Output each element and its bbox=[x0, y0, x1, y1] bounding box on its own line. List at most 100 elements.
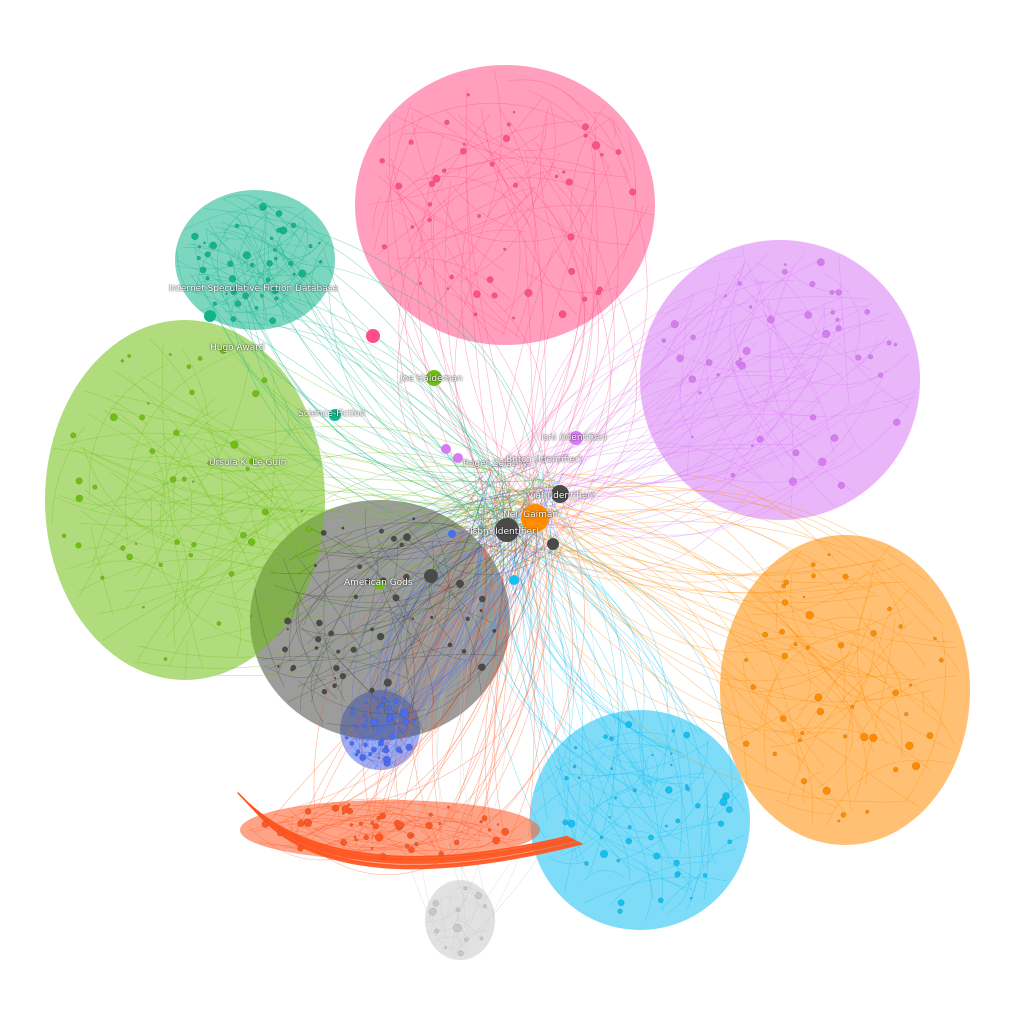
graph-node[interactable] bbox=[653, 852, 661, 860]
graph-node[interactable] bbox=[340, 839, 347, 846]
graph-node[interactable] bbox=[269, 236, 274, 241]
graph-node[interactable] bbox=[266, 260, 273, 267]
hub-node[interactable] bbox=[495, 518, 519, 542]
graph-node[interactable] bbox=[139, 414, 146, 421]
graph-node[interactable] bbox=[783, 263, 787, 266]
graph-node[interactable] bbox=[840, 812, 846, 818]
graph-node[interactable] bbox=[781, 583, 787, 589]
graph-node[interactable] bbox=[345, 736, 349, 740]
graph-node[interactable] bbox=[356, 749, 361, 754]
graph-node[interactable] bbox=[300, 509, 304, 513]
graph-node[interactable] bbox=[479, 608, 483, 613]
graph-node[interactable] bbox=[245, 466, 250, 471]
graph-node[interactable] bbox=[893, 766, 899, 773]
graph-node[interactable] bbox=[802, 595, 806, 599]
graph-node[interactable] bbox=[591, 141, 601, 150]
graph-node[interactable] bbox=[425, 821, 433, 830]
graph-node[interactable] bbox=[412, 517, 416, 521]
graph-node[interactable] bbox=[691, 435, 694, 439]
graph-node[interactable] bbox=[442, 168, 447, 173]
graph-node[interactable] bbox=[705, 359, 713, 366]
graph-node[interactable] bbox=[347, 803, 351, 807]
graph-node[interactable] bbox=[806, 645, 810, 650]
graph-node[interactable] bbox=[730, 472, 736, 478]
graph-node[interactable] bbox=[886, 340, 892, 346]
graph-node[interactable] bbox=[418, 281, 422, 285]
graph-node[interactable] bbox=[816, 707, 825, 716]
graph-node[interactable] bbox=[350, 646, 357, 653]
graph-node[interactable] bbox=[331, 804, 340, 812]
graph-node[interactable] bbox=[252, 390, 260, 398]
graph-node[interactable] bbox=[372, 823, 380, 830]
graph-node[interactable] bbox=[390, 535, 398, 542]
graph-node[interactable] bbox=[811, 573, 816, 579]
graph-node[interactable] bbox=[717, 820, 725, 827]
graph-node[interactable] bbox=[477, 214, 481, 218]
graph-node[interactable] bbox=[387, 715, 393, 721]
graph-node[interactable] bbox=[486, 276, 494, 283]
graph-node[interactable] bbox=[363, 834, 370, 841]
graph-node[interactable] bbox=[315, 636, 322, 643]
graph-node[interactable] bbox=[792, 449, 800, 457]
graph-node[interactable] bbox=[793, 642, 798, 647]
graph-node[interactable] bbox=[204, 251, 211, 258]
graph-node[interactable] bbox=[756, 435, 764, 443]
graph-node[interactable] bbox=[675, 818, 681, 824]
graph-node[interactable] bbox=[573, 746, 578, 750]
graph-node[interactable] bbox=[783, 579, 790, 586]
graph-node[interactable] bbox=[354, 752, 359, 757]
graph-node[interactable] bbox=[205, 276, 210, 281]
graph-node[interactable] bbox=[370, 821, 375, 825]
graph-node[interactable] bbox=[877, 372, 884, 378]
graph-node[interactable] bbox=[788, 477, 798, 486]
graph-node[interactable] bbox=[75, 494, 84, 503]
graph-node[interactable] bbox=[816, 258, 825, 267]
graph-node[interactable] bbox=[282, 646, 289, 653]
graph-node[interactable] bbox=[349, 823, 354, 827]
graph-node[interactable] bbox=[414, 841, 419, 847]
graph-node[interactable] bbox=[609, 736, 614, 742]
graph-node[interactable] bbox=[393, 698, 400, 704]
graph-node[interactable] bbox=[378, 528, 385, 534]
graph-node[interactable] bbox=[75, 542, 82, 549]
graph-node[interactable] bbox=[276, 227, 282, 233]
graph-node[interactable] bbox=[869, 733, 878, 743]
graph-node[interactable] bbox=[248, 458, 256, 465]
graph-node[interactable] bbox=[230, 440, 239, 449]
graph-node[interactable] bbox=[228, 571, 235, 577]
graph-node[interactable] bbox=[275, 210, 283, 217]
graph-node[interactable] bbox=[512, 110, 516, 114]
graph-node[interactable] bbox=[276, 829, 284, 837]
graph-node[interactable] bbox=[429, 180, 436, 188]
graph-node[interactable] bbox=[379, 702, 384, 707]
graph-node[interactable] bbox=[395, 182, 403, 190]
graph-node[interactable] bbox=[333, 664, 340, 672]
graph-node[interactable] bbox=[364, 701, 368, 705]
graph-node[interactable] bbox=[399, 542, 405, 548]
graph-node[interactable] bbox=[455, 907, 461, 913]
graph-node[interactable] bbox=[127, 353, 132, 358]
graph-node[interactable] bbox=[479, 936, 484, 941]
graph-node[interactable] bbox=[698, 391, 702, 395]
graph-node[interactable] bbox=[892, 689, 900, 697]
graph-node[interactable] bbox=[408, 846, 415, 854]
graph-node[interactable] bbox=[286, 627, 289, 631]
graph-node[interactable] bbox=[317, 241, 321, 245]
graph-node[interactable] bbox=[403, 573, 410, 581]
graph-node[interactable] bbox=[671, 729, 676, 733]
graph-node[interactable] bbox=[432, 900, 439, 907]
graph-node[interactable] bbox=[625, 721, 633, 729]
graph-node[interactable] bbox=[126, 553, 133, 561]
graph-node[interactable] bbox=[428, 907, 437, 916]
graph-node[interactable] bbox=[259, 294, 264, 298]
graph-node[interactable] bbox=[860, 732, 869, 742]
graph-node[interactable] bbox=[657, 897, 664, 904]
graph-node[interactable] bbox=[70, 432, 77, 439]
hub-node[interactable] bbox=[453, 453, 463, 463]
graph-node[interactable] bbox=[614, 796, 618, 800]
graph-node[interactable] bbox=[904, 711, 909, 717]
graph-node[interactable] bbox=[341, 526, 345, 530]
graph-node[interactable] bbox=[582, 123, 590, 131]
graph-node[interactable] bbox=[370, 718, 379, 727]
graph-node[interactable] bbox=[189, 389, 195, 396]
